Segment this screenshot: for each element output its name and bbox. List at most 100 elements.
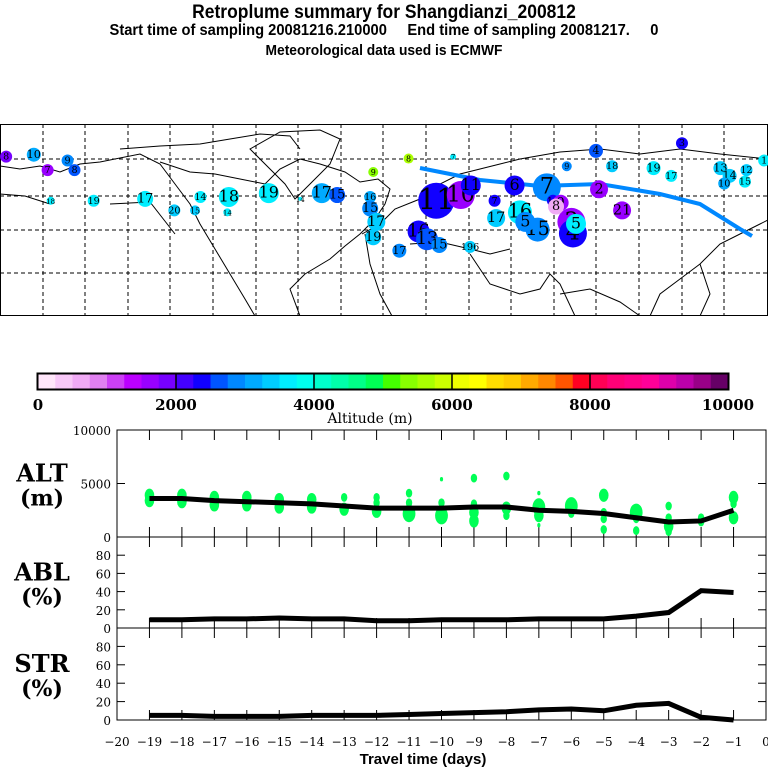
colorbar-tick-label: 8000 [569, 396, 611, 414]
altitude-scatter-point [373, 498, 380, 508]
colorbar-cell [55, 374, 73, 389]
colorbar-cell [176, 374, 194, 389]
plume-centroid-marker [460, 175, 481, 196]
plume-day-label: 10 [27, 148, 41, 161]
colorbar-cell [331, 374, 349, 389]
plume-centroid-marker [0, 150, 13, 163]
plume-day-label: 5 [520, 211, 530, 230]
plume-centroid-marker [365, 229, 382, 246]
plume-centroid-marker [367, 212, 386, 231]
colorbar-cell [659, 374, 677, 389]
plume-centroid-marker [488, 194, 501, 207]
plume-centroid-marker [613, 201, 632, 220]
plume-day-label: 18 [46, 198, 55, 206]
plume-centroid-marker [532, 173, 561, 202]
x-tick-label: −1 [725, 735, 743, 749]
y-tick-label: 0 [103, 714, 111, 728]
x-tick-label: −10 [429, 735, 454, 749]
x-tick-label: −15 [267, 735, 292, 749]
sampling-time-line: Start time of sampling 20081216.210000 E… [109, 22, 659, 39]
plume-day-label: 19 [646, 161, 660, 174]
plume-centroid-marker [311, 183, 332, 204]
plume-day-label: 19 [88, 196, 100, 207]
plume-day-label: 3 [679, 138, 685, 149]
chart-title: Retroplume summary for Shangdianzi_20081… [192, 2, 576, 23]
x-tick-label: −7 [530, 735, 548, 749]
plume-day-label: 19 [365, 230, 381, 245]
plume-centroid-marker [418, 182, 455, 219]
met-data-line: Meteorological data used is ECMWF [265, 42, 503, 59]
colorbar-cell [469, 374, 487, 389]
altitude-scatter-point [537, 490, 541, 496]
plume-day-label: 2 [594, 181, 603, 197]
altitude-scatter-point [470, 473, 478, 483]
panel-unit-label: (m) [20, 486, 64, 512]
altitude-scatter-point [438, 498, 445, 508]
plume-centroid-marker [298, 196, 303, 201]
colorbar-cell [521, 374, 539, 389]
x-tick-label: −18 [169, 735, 194, 749]
plume-day-label: 4 [592, 144, 599, 157]
x-axis: −20 −19 −18 −17 −16 −15 −14 −13 −12 −11 −10 −9 −8 −7−… [104, 735, 768, 749]
colorbar-cell [676, 374, 694, 389]
plume-day-label: 14 [194, 192, 206, 203]
plume-centroid-marker [487, 209, 506, 228]
colorbar-cell [365, 374, 384, 389]
plume-centroid-marker [68, 164, 81, 177]
x-axis-title: Travel time (days) [360, 751, 487, 768]
colorbar-tick-label: 2000 [155, 396, 197, 414]
plume-centroid-marker [675, 137, 688, 150]
y-tick-label: 80 [96, 640, 111, 654]
colorbar-cell [486, 374, 505, 389]
x-tick-label: −20 [104, 735, 129, 749]
plume-centroid-marker [190, 205, 201, 216]
y-tick-label: 0 [103, 622, 111, 636]
colorbar-cells [38, 374, 729, 389]
plume-centroid-marker [758, 154, 768, 167]
plume-day-label: 11 [461, 175, 481, 194]
colorbar-cell [607, 374, 625, 389]
plume-day-label: 18 [606, 161, 618, 172]
colorbar-cell [348, 374, 367, 389]
colorbar-cell [590, 374, 608, 389]
altitude-scatter-point [503, 471, 510, 481]
colorbar-cell [434, 374, 453, 389]
colorbar-cell [383, 374, 401, 389]
panel-label: ABL [13, 558, 70, 587]
plume-centroid-marker [590, 180, 609, 199]
colorbar-cell [572, 374, 591, 389]
plume-centroid-marker [665, 169, 678, 182]
y-tick-label: 5000 [80, 478, 111, 492]
plume-day-label: 15 [362, 201, 378, 216]
colorbar-tick-label: 10000 [702, 396, 754, 414]
x-tick-label: −12 [364, 735, 389, 749]
x-tick-label: −14 [299, 735, 325, 749]
plume-day-label: 6 [509, 175, 519, 194]
plume-day-label: 13 [713, 161, 727, 174]
colorbar-cell [400, 374, 418, 389]
y-tick-label: 60 [96, 567, 111, 581]
colorbar-cell [245, 374, 263, 389]
plume-day-label: 17 [487, 210, 505, 226]
altitude-scatter-point [728, 511, 739, 525]
plume-day-label: 1 [761, 155, 767, 166]
plume-day-label: 5 [571, 213, 581, 232]
x-tick-label: −9 [465, 735, 483, 749]
plume-centroid-marker [738, 175, 751, 188]
plume-day-label: 9 [564, 162, 569, 171]
altitude-scatter-point [439, 477, 444, 482]
colorbar-cell [72, 374, 91, 389]
plume-day-label: 17 [312, 183, 332, 202]
x-tick-label: −3 [660, 735, 678, 749]
colorbar-cell [262, 374, 280, 389]
altitude-scatter-point [537, 523, 541, 528]
x-tick-label: −17 [202, 735, 227, 749]
plume-day-label: 8 [552, 199, 560, 214]
plume-centroid-marker [718, 177, 731, 190]
colorbar-cell [710, 374, 729, 389]
altitude-scatter-point [405, 488, 413, 498]
altitude-scatter-point [600, 525, 607, 534]
colorbar-cell [538, 374, 556, 389]
coastline-greenland [249, 129, 341, 200]
